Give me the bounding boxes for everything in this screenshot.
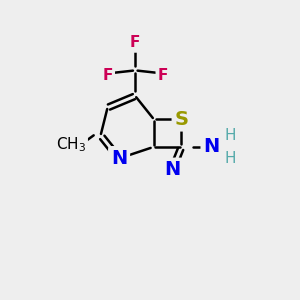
- Text: F: F: [130, 35, 140, 50]
- Text: F: F: [102, 68, 113, 83]
- Text: H: H: [224, 151, 236, 166]
- Text: H: H: [224, 128, 236, 143]
- Text: CH$_3$: CH$_3$: [56, 135, 86, 154]
- Text: S: S: [175, 110, 188, 129]
- Text: F: F: [158, 68, 168, 83]
- Text: N: N: [203, 137, 220, 156]
- Text: N: N: [164, 160, 180, 179]
- Text: N: N: [111, 149, 127, 168]
